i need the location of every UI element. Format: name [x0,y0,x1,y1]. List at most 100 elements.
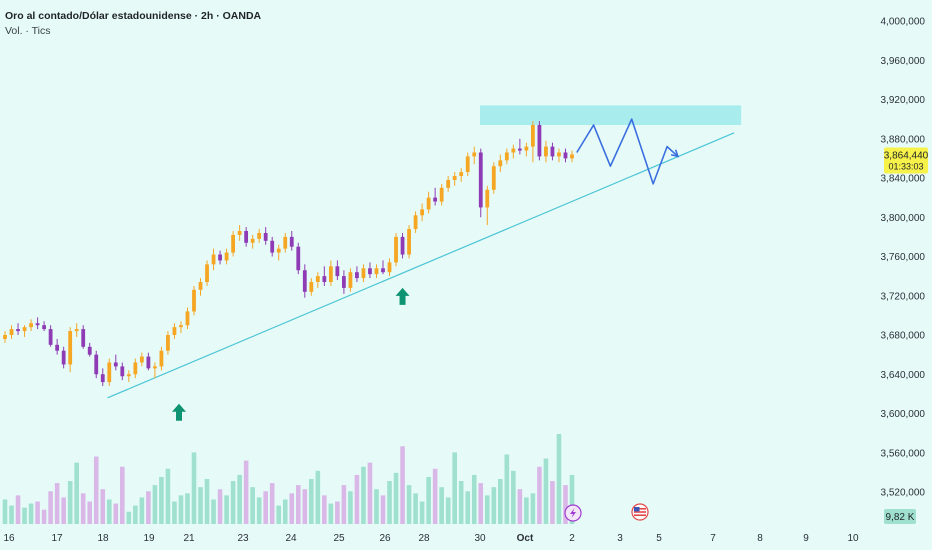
candle [126,370,131,383]
candle [179,321,183,334]
time-tick-label: 18 [97,533,109,544]
lightning-event-icon[interactable] [564,504,582,522]
time-tick-label: 7 [710,533,716,544]
volume-bar [113,503,119,524]
volume-bar [439,487,444,524]
volume-bar [550,481,555,524]
candle [459,168,464,182]
time-tick-label: 21 [183,533,195,544]
candle [185,307,190,330]
volume-bar [256,497,262,524]
volume-bar [211,499,216,524]
volume-bar [432,468,438,524]
candle [452,172,457,186]
volume-bar [341,485,347,524]
candle [537,121,542,161]
volume-bar [361,466,366,524]
volume-bar [563,485,568,524]
volume-bar [452,452,457,524]
volume-bar [152,485,158,524]
volume-bar [269,483,275,524]
volume-indicator-label: Vol. · Tics [5,25,51,37]
candle [205,260,209,286]
candle [68,327,73,373]
support-trendline[interactable] [107,132,735,399]
volume-bar [393,472,399,524]
candle [302,264,307,298]
candle [348,268,353,292]
up-arrow-icon[interactable] [395,287,410,305]
arrow-layer [172,287,410,421]
volume-bar [165,468,171,524]
time-tick-label: Oct [517,533,534,544]
volume-bar [367,462,373,524]
candle [374,264,379,279]
price-tick-label: 3,600,000 [881,409,926,420]
volume-bar [406,485,412,524]
volume-bar [28,503,34,524]
candlesticks [3,121,574,387]
resistance-zone[interactable] [480,105,742,126]
projection-path[interactable] [576,118,679,185]
volume-bar [243,460,249,524]
volume-bar [67,481,73,524]
candle [74,323,79,337]
price-tick-label: 3,640,000 [881,370,926,381]
candle [446,176,451,192]
candle [35,317,40,330]
candle [224,248,229,265]
volume-bar [302,489,308,524]
time-tick-label: 10 [847,533,859,544]
volume-bar [328,503,334,524]
trendline-layer [107,132,735,399]
volume-bar [178,495,184,524]
price-axis[interactable]: 4,000,000 3,960,000 3,920,000 3,880,000 3,84… [881,17,926,499]
volume-bar [230,481,236,524]
volume-bar [491,487,497,524]
candle [283,232,288,253]
candle [530,121,535,163]
chart-title: Oro al contado/Dólar estadounidense · 2h… [5,10,262,22]
volume-bar [354,474,360,524]
volume-bar [61,497,66,524]
candle [192,285,196,316]
price-tick-label: 3,760,000 [881,252,926,263]
time-axis[interactable]: 16 17 18 19 21 23 24 25 26 28 30 Oct 2 3 5 7 8 9 10 [3,533,859,544]
volume-bar [484,495,490,524]
candle [120,362,125,381]
price-tick-label: 3,560,000 [881,448,926,459]
candle [166,331,170,355]
time-tick-label: 26 [379,533,391,544]
volume-bar [100,489,106,524]
volume-bar [335,501,340,524]
candle [113,354,118,371]
candle [146,352,151,371]
candle-countdown-label: 01:33:03 [888,161,923,171]
price-tick-label: 3,800,000 [881,213,926,224]
volume-bar [511,470,516,524]
candle [420,203,425,222]
volume-bar [22,507,27,524]
candle [309,278,314,296]
volume-bar [295,485,301,524]
candle [315,272,320,288]
candle [81,325,86,349]
candle [244,227,249,247]
candle [211,248,216,271]
volume-bar [172,501,177,524]
price-tick-label: 3,720,000 [881,291,926,302]
volume-bar [217,489,223,524]
candle [3,331,7,343]
volume-bar [87,501,93,524]
us-flag-event-icon[interactable] [631,503,649,521]
candle [472,146,477,165]
event-icons [564,503,649,522]
candle [478,148,483,218]
current-price-badge [884,147,928,174]
time-tick-label: 23 [237,533,249,544]
volume-bar [458,481,464,524]
up-arrow-icon[interactable] [172,403,186,421]
time-tick-label: 17 [51,533,63,544]
candle [341,270,346,294]
